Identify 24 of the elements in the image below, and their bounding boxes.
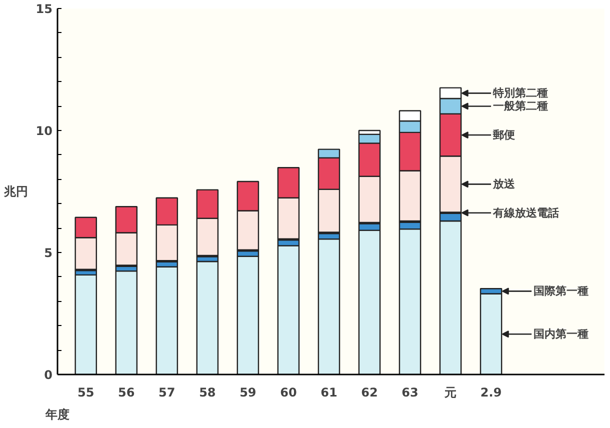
legend-label: 放送: [492, 178, 516, 191]
x-tick-label: 56: [118, 386, 135, 400]
legend-label: 特別第二種: [492, 86, 548, 100]
x-tick-label: 61: [320, 386, 338, 400]
y-tick-label: 5: [44, 246, 53, 260]
y-tick-label: 0: [44, 368, 53, 382]
y-tick-label: 15: [36, 2, 53, 16]
x-tick-label: 元: [444, 386, 457, 400]
x-tick-label: 60: [280, 386, 297, 400]
x-tick-label: 63: [402, 386, 418, 400]
x-tick-label: 57: [158, 386, 176, 400]
legend-label: 郵便: [492, 128, 516, 142]
x-axis-title: 年度: [44, 408, 70, 422]
legend-label: 国際第一種: [534, 284, 589, 298]
legend-label: 有線放送電話: [492, 206, 560, 220]
x-tick-label: 2.9: [480, 386, 502, 400]
x-tick-label: 59: [240, 386, 256, 400]
legend-label: 一般第二種: [493, 100, 548, 113]
x-tick-label: 55: [78, 386, 94, 400]
x-tick-label: 62: [361, 386, 378, 400]
y-tick-label: 10: [36, 124, 53, 138]
legend-label: 国内第一種: [534, 328, 589, 341]
y-axis-title: 兆円: [2, 184, 28, 198]
x-tick-label: 58: [199, 386, 216, 400]
